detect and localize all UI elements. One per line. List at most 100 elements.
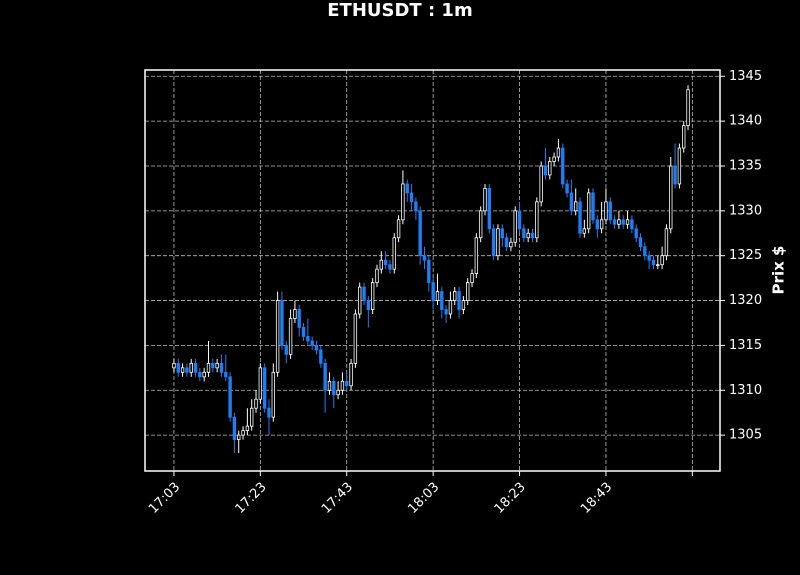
candle bbox=[543, 148, 548, 180]
candle-body bbox=[591, 192, 595, 221]
candle bbox=[258, 363, 263, 404]
candle-body bbox=[224, 371, 228, 378]
candle-body bbox=[349, 362, 353, 387]
candle-body bbox=[388, 264, 392, 270]
candle-body bbox=[466, 282, 470, 301]
x-tick-label: 17:43 bbox=[319, 480, 356, 517]
candle-body bbox=[172, 362, 176, 369]
candle bbox=[643, 242, 647, 261]
candle bbox=[262, 363, 267, 413]
candle bbox=[405, 179, 409, 202]
candle bbox=[656, 255, 660, 270]
candle bbox=[245, 408, 250, 436]
candle bbox=[569, 179, 574, 216]
candle bbox=[185, 363, 189, 377]
candle bbox=[332, 376, 336, 409]
candle bbox=[552, 152, 556, 166]
candle-body bbox=[621, 219, 625, 225]
candle-body bbox=[634, 228, 638, 239]
candle-body bbox=[578, 201, 582, 234]
candle-body bbox=[405, 183, 409, 194]
candle-body bbox=[669, 165, 673, 230]
candle bbox=[198, 367, 202, 382]
candle bbox=[582, 219, 587, 238]
candle bbox=[267, 399, 271, 436]
candle-body bbox=[440, 291, 444, 310]
candle-body bbox=[189, 362, 193, 373]
y-tick-label: 1330 bbox=[729, 203, 762, 218]
candle bbox=[509, 237, 513, 252]
candle bbox=[530, 228, 535, 243]
candle-body bbox=[686, 89, 690, 127]
candle-body bbox=[530, 232, 535, 239]
candle bbox=[686, 85, 690, 131]
candle bbox=[202, 367, 206, 382]
candle-body bbox=[180, 367, 185, 373]
candle bbox=[470, 269, 474, 288]
candle bbox=[219, 354, 224, 377]
candle-body bbox=[478, 210, 483, 239]
candle-body bbox=[682, 125, 686, 149]
candle-body bbox=[258, 367, 263, 400]
candle bbox=[586, 188, 591, 234]
candle-body bbox=[431, 282, 435, 301]
candle-body bbox=[608, 201, 612, 221]
candle bbox=[353, 309, 358, 368]
candle-body bbox=[375, 268, 379, 284]
candle bbox=[491, 224, 496, 261]
candle-body bbox=[418, 210, 422, 257]
candle-body bbox=[310, 340, 314, 346]
candle bbox=[206, 340, 211, 377]
candle-body bbox=[448, 300, 453, 315]
candle bbox=[669, 157, 673, 234]
candle-body bbox=[651, 259, 656, 266]
candle-body bbox=[327, 380, 332, 391]
candle-body bbox=[574, 201, 578, 212]
candle-body bbox=[254, 398, 258, 409]
candle-body bbox=[297, 309, 301, 328]
candle bbox=[483, 183, 487, 216]
candle bbox=[422, 246, 427, 270]
candle bbox=[457, 287, 461, 319]
candle bbox=[474, 233, 479, 279]
candle-body bbox=[250, 407, 254, 427]
candle bbox=[444, 305, 448, 323]
candle-body bbox=[513, 210, 517, 243]
candle bbox=[336, 381, 340, 400]
candle bbox=[617, 210, 621, 229]
candle-body bbox=[630, 219, 634, 230]
candle bbox=[630, 215, 634, 234]
candle-body bbox=[211, 362, 215, 369]
candle bbox=[375, 264, 379, 288]
candle bbox=[431, 278, 435, 310]
candle-body bbox=[453, 291, 457, 301]
candle-body bbox=[500, 228, 504, 239]
candle-body bbox=[539, 165, 543, 203]
candle-body bbox=[647, 255, 651, 261]
candle bbox=[396, 215, 401, 243]
candle bbox=[383, 251, 388, 270]
candle-body bbox=[262, 367, 267, 409]
candle bbox=[500, 224, 504, 247]
candle-body bbox=[332, 380, 336, 396]
candle-body bbox=[245, 425, 250, 432]
candle-body bbox=[656, 264, 660, 267]
candle-body bbox=[582, 228, 587, 234]
candle-body bbox=[345, 380, 349, 387]
candle-body bbox=[422, 255, 427, 261]
candle-body bbox=[569, 192, 574, 212]
candle-body bbox=[660, 255, 664, 266]
candle bbox=[448, 291, 453, 319]
candle bbox=[297, 305, 301, 337]
candle-body bbox=[323, 362, 327, 391]
candle bbox=[599, 201, 604, 234]
candle bbox=[293, 300, 297, 323]
candle-body bbox=[599, 219, 604, 230]
candle bbox=[673, 143, 677, 189]
y-tick-label: 1335 bbox=[729, 158, 762, 173]
candle bbox=[604, 188, 608, 225]
candle-body bbox=[625, 219, 630, 225]
candle bbox=[625, 210, 630, 229]
candle bbox=[176, 358, 180, 377]
candle-body bbox=[383, 259, 388, 266]
